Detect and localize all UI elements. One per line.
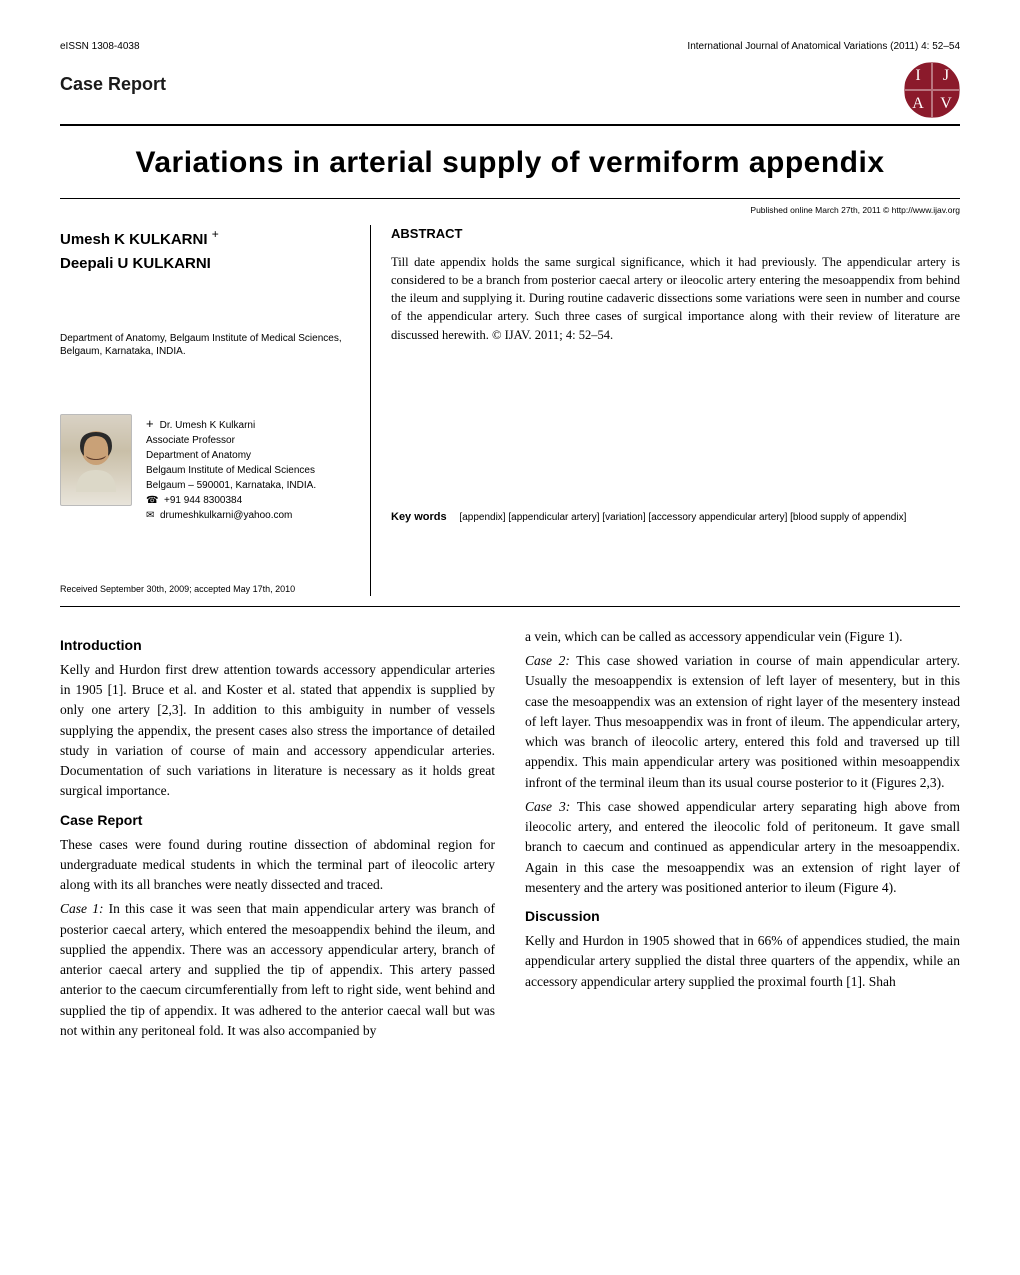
email-icon: ✉ bbox=[146, 510, 160, 521]
case1-continuation: a vein, which can be called as accessory… bbox=[525, 627, 960, 647]
section-head-discussion: Discussion bbox=[525, 906, 960, 927]
abstract-label: ABSTRACT bbox=[391, 225, 960, 243]
case1-label: Case 1: bbox=[60, 901, 103, 916]
case3-paragraph: Case 3: This case showed appendicular ar… bbox=[525, 797, 960, 898]
section-head-introduction: Introduction bbox=[60, 635, 495, 656]
logo-letter: V bbox=[932, 90, 960, 118]
logo-letter: J bbox=[932, 62, 960, 90]
contact-email: drumeshkulkarni@yahoo.com bbox=[160, 510, 292, 521]
body-columns: Introduction Kelly and Hurdon first drew… bbox=[60, 627, 960, 1045]
contact-address: Belgaum – 590001, Karnataka, INDIA. bbox=[146, 478, 316, 493]
contact-details: + Dr. Umesh K Kulkarni Associate Professo… bbox=[146, 414, 316, 524]
contact-block: + Dr. Umesh K Kulkarni Associate Professo… bbox=[60, 414, 350, 524]
right-abstract-column: ABSTRACT Till date appendix holds the sa… bbox=[370, 225, 960, 596]
author-list: Umesh K KULKARNI + Deepali U KULKARNI bbox=[60, 225, 350, 276]
case2-label: Case 2: bbox=[525, 653, 570, 668]
author: Deepali U KULKARNI bbox=[60, 252, 350, 276]
case1-paragraph: Case 1: In this case it was seen that ma… bbox=[60, 899, 495, 1041]
avatar-placeholder-icon bbox=[66, 422, 126, 497]
contact-phone: +91 944 8300384 bbox=[164, 495, 242, 506]
case-report-label: Case Report bbox=[60, 72, 166, 97]
case2-text: This case showed variation in course of … bbox=[525, 653, 960, 790]
case1-text: In this case it was seen that main appen… bbox=[60, 901, 495, 1038]
logo-letter: I bbox=[904, 62, 932, 90]
contact-name: Dr. Umesh K Kulkarni bbox=[160, 420, 256, 431]
article-title: Variations in arterial supply of vermifo… bbox=[60, 142, 960, 184]
published-online: Published online March 27th, 2011 © http… bbox=[60, 205, 960, 217]
keywords-label: Key words bbox=[391, 511, 447, 523]
case3-label: Case 3: bbox=[525, 799, 570, 814]
received-dates: Received September 30th, 2009; accepted … bbox=[60, 583, 350, 596]
journal-ref: International Journal of Anatomical Vari… bbox=[687, 40, 960, 54]
body-col-right: a vein, which can be called as accessory… bbox=[525, 627, 960, 1045]
eissn: eISSN 1308-4038 bbox=[60, 40, 140, 54]
author-name: Deepali U KULKARNI bbox=[60, 255, 211, 272]
author: Umesh K KULKARNI + bbox=[60, 225, 350, 252]
author-photo bbox=[60, 414, 132, 506]
rule-under-title bbox=[60, 198, 960, 199]
contact-title: Associate Professor bbox=[146, 433, 316, 448]
keywords: Key words [appendix] [appendicular arter… bbox=[391, 510, 960, 525]
corresponding-marker: + bbox=[146, 416, 154, 431]
journal-logo: I J A V bbox=[904, 62, 960, 118]
case-report-intro: These cases were found during routine di… bbox=[60, 835, 495, 896]
phone-icon: ☎ bbox=[146, 495, 164, 506]
discussion-paragraph: Kelly and Hurdon in 1905 showed that in … bbox=[525, 931, 960, 992]
body-col-left: Introduction Kelly and Hurdon first drew… bbox=[60, 627, 495, 1045]
abstract-text: Till date appendix holds the same surgic… bbox=[391, 253, 960, 344]
contact-dept: Department of Anatomy bbox=[146, 448, 316, 463]
contact-institution: Belgaum Institute of Medical Sciences bbox=[146, 463, 316, 478]
intro-paragraph: Kelly and Hurdon first drew attention to… bbox=[60, 660, 495, 802]
logo-letter: A bbox=[904, 90, 932, 118]
rule-under-meta bbox=[60, 606, 960, 607]
rule-top bbox=[60, 124, 960, 126]
meta-block: Umesh K KULKARNI + Deepali U KULKARNI De… bbox=[60, 225, 960, 596]
affiliation: Department of Anatomy, Belgaum Institute… bbox=[60, 332, 350, 358]
author-name: Umesh K KULKARNI bbox=[60, 231, 208, 248]
case3-text: This case showed appendicular artery sep… bbox=[525, 799, 960, 895]
case2-paragraph: Case 2: This case showed variation in co… bbox=[525, 651, 960, 793]
author-marker: + bbox=[212, 227, 219, 241]
keywords-text: [appendix] [appendicular artery] [variat… bbox=[459, 512, 906, 523]
left-metadata-column: Umesh K KULKARNI + Deepali U KULKARNI De… bbox=[60, 225, 370, 596]
section-head-case-report: Case Report bbox=[60, 810, 495, 831]
